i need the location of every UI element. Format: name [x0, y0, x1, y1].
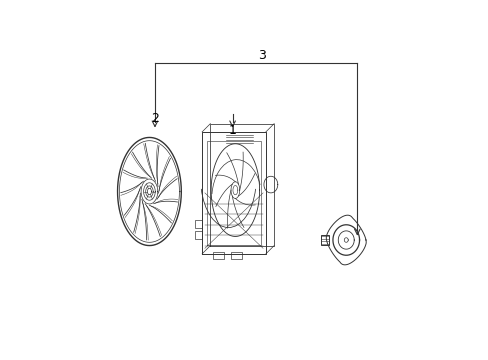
Text: 1: 1	[228, 124, 236, 137]
Text: 3: 3	[257, 49, 265, 62]
Text: 2: 2	[151, 112, 159, 125]
